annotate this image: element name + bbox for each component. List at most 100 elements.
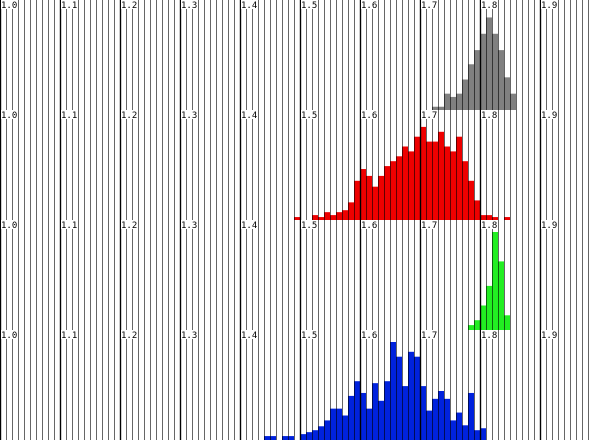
bar-red-22	[438, 131, 444, 220]
tick-label-gray-9: 1.9	[541, 1, 557, 11]
tick-label-blue-5: 1.5	[301, 331, 317, 341]
tick-label-green-6: 1.6	[361, 221, 377, 231]
tick-label-bg	[1, 0, 18, 9]
bar-gray-10	[492, 33, 498, 110]
tick-label-bg	[1, 110, 18, 119]
bar-blue-20	[396, 356, 402, 440]
bar-gray-5	[462, 79, 468, 110]
bar-blue-24	[420, 386, 426, 440]
tick-label-bg	[481, 0, 498, 9]
tick-label-bg	[421, 110, 438, 119]
bar-blue-5	[306, 432, 312, 440]
tick-label-red-0: 1.0	[1, 111, 17, 121]
bar-blue-3	[288, 436, 294, 440]
bar-red-15	[396, 156, 402, 220]
panel-green: 1.0 1.1 1.2 1.3 1.4 1.5 1.6 1.7 1.8 1.9	[0, 220, 589, 330]
tick-label-bg	[121, 330, 138, 339]
bar-blue-1	[270, 436, 276, 440]
bar-blue-12	[348, 395, 354, 440]
tick-label-gray-8: 1.8	[481, 1, 497, 11]
bar-blue-33	[474, 430, 480, 440]
tick-label-green-9: 1.9	[541, 221, 557, 231]
bar-gray-0	[432, 106, 438, 110]
tick-label-bg	[61, 0, 78, 9]
bar-red-21	[432, 141, 438, 220]
tick-label-bg	[181, 0, 198, 9]
tick-label-red-7: 1.7	[421, 111, 437, 121]
bar-green-4	[492, 232, 498, 330]
tick-label-blue-2: 1.2	[121, 331, 137, 341]
tick-label-bg	[361, 220, 378, 229]
bar-blue-10	[336, 408, 342, 440]
bar-blue-30	[456, 412, 462, 440]
tick-label-blue-7: 1.7	[421, 331, 437, 341]
tick-label-blue-9: 1.9	[541, 331, 557, 341]
tick-label-bg	[301, 220, 318, 229]
tick-label-green-7: 1.7	[421, 221, 437, 231]
tick-label-bg	[301, 110, 318, 119]
tick-label-gray-5: 1.5	[301, 1, 317, 11]
bar-blue-15	[366, 408, 372, 440]
tick-label-blue-8: 1.8	[481, 331, 497, 341]
bar-red-2	[318, 217, 324, 220]
tick-label-bg	[61, 330, 78, 339]
tick-label-red-9: 1.9	[541, 111, 557, 121]
tick-label-blue-1: 1.1	[61, 331, 77, 341]
tick-label-green-4: 1.4	[241, 221, 257, 231]
bar-blue-18	[384, 381, 390, 440]
bar-gray-13	[510, 93, 516, 110]
tick-label-gray-3: 1.3	[181, 1, 197, 11]
bar-red-19	[420, 126, 426, 220]
tick-label-bg	[61, 220, 78, 229]
bar-red-14	[390, 161, 396, 220]
bar-blue-23	[414, 356, 420, 440]
bar-red-16	[402, 146, 408, 220]
tick-label-bg	[121, 220, 138, 229]
bar-blue-13	[354, 381, 360, 440]
tick-label-bg	[121, 0, 138, 9]
bar-gray-6	[468, 64, 474, 110]
bar-blue-28	[444, 398, 450, 440]
bar-blue-31	[462, 425, 468, 440]
tick-label-bg	[241, 220, 258, 229]
tick-label-gray-7: 1.7	[421, 1, 437, 11]
tick-label-gray-4: 1.4	[241, 1, 257, 11]
bar-blue-25	[426, 410, 432, 440]
bar-green-6	[504, 315, 510, 330]
tick-label-bg	[541, 110, 558, 119]
bar-red-6	[342, 210, 348, 220]
tick-label-green-1: 1.1	[61, 221, 77, 231]
bar-blue-32	[468, 392, 474, 440]
bar-red-20	[426, 141, 432, 220]
tick-label-bg	[421, 0, 438, 9]
tick-label-blue-3: 1.3	[181, 331, 197, 341]
tick-label-bg	[481, 220, 498, 229]
tick-label-green-5: 1.5	[301, 221, 317, 231]
tick-label-green-2: 1.2	[121, 221, 137, 231]
tick-label-green-0: 1.0	[1, 221, 17, 231]
bar-blue-19	[390, 342, 396, 440]
bar-red-26	[462, 161, 468, 220]
tick-label-bg	[481, 330, 498, 339]
bar-red-8	[354, 180, 360, 220]
bar-red-13	[384, 166, 390, 220]
bar-red-7	[348, 202, 354, 220]
bar-red-30	[486, 215, 492, 220]
tick-label-red-8: 1.8	[481, 111, 497, 121]
tick-label-bg	[121, 110, 138, 119]
tick-label-bg	[301, 0, 318, 9]
bar-red-17	[408, 151, 414, 220]
bar-gray-3	[450, 96, 456, 110]
bar-gray-11	[498, 50, 504, 110]
bar-green-2	[480, 305, 486, 330]
tick-label-red-3: 1.3	[181, 111, 197, 121]
tick-label-bg	[241, 110, 258, 119]
bar-blue-27	[438, 391, 444, 440]
tick-label-red-6: 1.6	[361, 111, 377, 121]
tick-label-bg	[241, 0, 258, 9]
bar-blue-6	[312, 430, 318, 440]
bar-red-32	[504, 217, 510, 220]
tick-label-bg	[1, 330, 18, 339]
bar-red-31	[492, 217, 498, 220]
